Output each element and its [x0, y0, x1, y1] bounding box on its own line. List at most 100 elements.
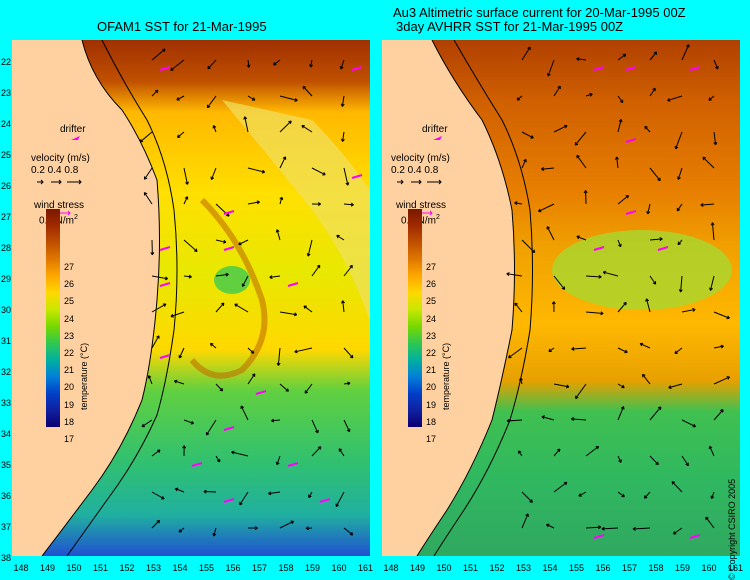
current-arrow	[268, 491, 281, 496]
current-arrow	[602, 270, 619, 277]
current-arrow	[294, 347, 313, 354]
current-arrow	[617, 239, 622, 248]
current-arrow	[240, 405, 249, 421]
longitude-tick: 152	[119, 563, 135, 573]
colorbar-tick: 24	[64, 313, 75, 324]
current-arrow	[170, 59, 185, 71]
current-arrow	[176, 131, 185, 138]
current-arrow	[178, 527, 185, 533]
current-arrow	[575, 383, 587, 400]
current-arrow	[585, 274, 602, 279]
longitude-tick: 151	[462, 563, 479, 573]
colorbar-tick: 20	[64, 382, 75, 393]
current-arrow	[514, 302, 523, 313]
current-arrow	[508, 347, 523, 359]
drifter-track	[159, 282, 171, 287]
current-arrow	[521, 239, 536, 254]
longitude-tick: 158	[648, 563, 664, 573]
current-arrow	[150, 239, 155, 256]
drifter-track	[689, 66, 701, 71]
longitude-tick: 154	[172, 563, 188, 573]
colorbar-title: temperature (°C)	[441, 342, 451, 410]
drifter-track	[287, 462, 299, 467]
drifter-track	[255, 390, 267, 395]
current-arrow	[212, 125, 217, 133]
drifter-track	[223, 210, 235, 215]
longitude-tick: 157	[251, 563, 268, 573]
current-arrow	[518, 450, 523, 457]
current-arrow	[151, 48, 166, 61]
drifter-track	[159, 66, 171, 71]
current-arrow	[215, 239, 227, 244]
current-arrow	[170, 311, 185, 318]
current-arrow	[311, 446, 322, 457]
colorbar-tick: 19	[426, 399, 437, 410]
current-arrow	[306, 239, 313, 257]
current-arrow	[702, 156, 715, 169]
longitude-tick: 149	[39, 563, 56, 573]
drifter-track	[689, 534, 701, 539]
current-arrow	[308, 491, 313, 499]
current-arrow	[632, 526, 651, 531]
land-mass	[382, 40, 515, 556]
current-arrow	[674, 347, 683, 355]
current-arrow	[215, 272, 229, 277]
current-arrow	[151, 303, 167, 313]
cool-eddy	[222, 100, 370, 320]
drifter-track	[223, 426, 235, 431]
current-arrow	[649, 237, 663, 242]
colorbar-tick: 23	[64, 330, 75, 341]
current-arrow	[553, 481, 568, 493]
current-arrow	[709, 275, 715, 291]
current-arrow	[247, 95, 256, 101]
longitude-tick: 160	[331, 563, 347, 573]
current-arrow	[614, 156, 619, 169]
current-arrow	[247, 200, 260, 205]
current-arrow	[649, 406, 662, 421]
right-panel-title-line2: 3day AVHRR SST for 21-Mar-1995 00Z	[396, 19, 624, 34]
longitude-tick: 153	[515, 563, 532, 573]
current-arrow	[710, 222, 715, 241]
current-arrow	[215, 383, 224, 392]
current-arrow	[210, 167, 217, 180]
current-arrow	[246, 59, 251, 68]
current-arrow	[339, 59, 345, 70]
current-arrow	[183, 419, 195, 425]
latitude-tick: 29	[0, 274, 11, 284]
current-arrow	[276, 347, 281, 366]
current-arrow	[247, 373, 256, 385]
current-arrow	[681, 307, 696, 313]
current-arrow	[551, 301, 556, 313]
drifter-label: drifter	[60, 124, 86, 135]
current-arrow	[708, 445, 715, 457]
colorbar-tick: 22	[64, 348, 75, 358]
current-arrow	[643, 491, 651, 499]
current-arrow	[674, 131, 683, 150]
current-arrow	[617, 53, 627, 61]
current-arrow	[151, 89, 159, 97]
current-arrow	[215, 302, 225, 313]
shelf-contour	[433, 40, 533, 556]
current-arrow	[309, 59, 314, 68]
latitude-tick: 31	[0, 336, 11, 346]
current-arrow	[713, 344, 724, 349]
drifter-track	[625, 66, 637, 71]
current-arrow	[506, 272, 523, 277]
current-arrow	[182, 445, 187, 457]
longitude-tick: 157	[621, 563, 638, 573]
current-arrow	[343, 419, 351, 433]
current-arrow	[506, 418, 523, 423]
current-arrow	[713, 409, 724, 421]
current-arrow	[247, 347, 255, 354]
longitude-tick: 161	[727, 563, 744, 573]
current-arrow	[183, 274, 192, 279]
current-arrow	[521, 131, 534, 139]
drifter-track	[593, 66, 605, 71]
current-arrow	[617, 455, 622, 463]
current-arrow	[601, 526, 619, 531]
current-arrow	[275, 455, 281, 466]
current-arrow	[151, 275, 169, 281]
colorbar-tick: 17	[426, 434, 437, 444]
current-arrow	[301, 125, 313, 133]
current-arrow	[343, 527, 354, 536]
